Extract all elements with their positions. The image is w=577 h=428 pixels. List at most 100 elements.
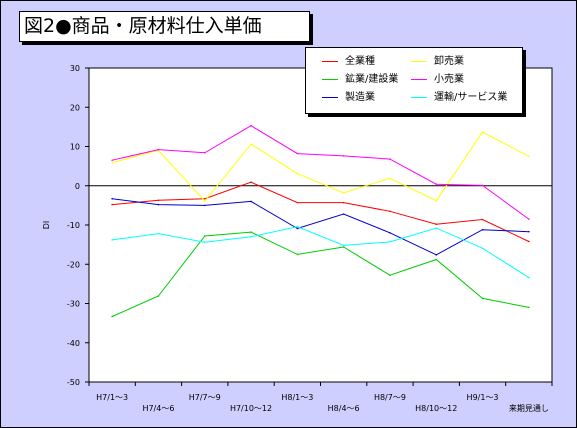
legend: 全業種 卸売業鉱業/建設業 小売業製造業 運輸/サービス業 [305,47,523,114]
x-tick-label: H8/1～3 [281,393,313,402]
data-point [528,155,530,158]
y-tick-label: -10 [67,221,80,230]
data-point [342,244,345,247]
data-point [389,210,391,213]
data-point [203,204,206,207]
data-point [481,131,484,133]
series-line [112,226,530,279]
data-point [157,199,160,202]
data-point [435,199,438,202]
data-point [157,295,160,297]
x-tick-label: H7/7～9 [189,393,221,402]
data-point [389,274,391,277]
data-point [296,152,299,155]
legend-swatch [322,97,338,98]
data-point [389,177,391,180]
data-point [111,197,113,200]
data-point [435,183,438,185]
data-point [250,181,252,184]
y-tick-label: 0 [75,182,80,191]
data-point [157,232,160,235]
data-point [342,246,345,248]
data-point [528,230,530,233]
data-point [389,241,391,243]
x-tick-label: H8/4～6 [328,404,360,413]
data-point [111,239,113,241]
data-point [342,201,345,204]
data-point [435,223,438,226]
y-tick-label: -30 [67,300,80,309]
legend-label: 製造業 [345,92,375,103]
y-tick-label: -40 [67,339,80,348]
legend-label: 全業種 [345,56,375,67]
data-point [111,161,113,164]
legend-label: 鉱業/建設業 [345,74,399,85]
series-line [112,181,530,242]
series-line [112,131,530,202]
data-point [528,276,530,279]
x-tick-label: H7/10～12 [230,404,272,413]
legend-swatch [411,97,427,98]
y-tick-label: 20 [70,103,80,112]
data-point [111,203,113,206]
data-point [528,240,530,243]
x-tick-label: H8/7～9 [374,393,406,402]
legend-swatch [411,79,427,80]
data-point [203,235,206,237]
x-tick-label: H8/10～12 [415,404,457,413]
legend-swatch [322,79,338,80]
series-line [112,198,529,256]
legend-swatch [322,61,338,62]
data-point [528,218,530,220]
data-point [250,200,252,203]
data-point [389,232,391,234]
data-point [250,143,252,145]
legend-label: 小売業 [434,74,464,85]
data-point [111,159,113,162]
chart-title: 図2●商品・原材料仕入単価 [19,11,310,42]
data-point [481,218,484,221]
x-tick-label: H7/4～6 [142,404,174,413]
legend-label: 卸売業 [434,56,464,67]
data-point [250,231,252,233]
data-point [296,201,299,204]
data-point [528,306,530,309]
plot-area [88,67,553,383]
x-tick-label: H9/1～3 [467,393,499,402]
data-point [250,235,252,238]
series-line [111,231,529,317]
data-point [435,254,438,256]
data-point [296,225,299,228]
legend-label: 運輸/サービス業 [434,92,508,103]
y-tick-label: -20 [67,260,80,269]
data-point [250,124,252,127]
data-point [203,151,206,154]
data-point [296,227,299,230]
y-axis-label: DI [42,221,51,230]
x-tick-label: 来期見通し [509,403,549,413]
data-point [203,197,206,200]
data-point [481,228,484,231]
data-point [342,155,345,157]
x-tick-label: H7/1～3 [96,393,128,402]
data-point [481,247,484,249]
data-point [342,213,345,215]
y-tick-label: 30 [70,64,80,73]
data-point [389,158,391,160]
data-point [435,227,438,229]
data-point [203,200,206,202]
data-point [111,315,113,318]
data-point [435,258,438,261]
data-point [342,192,345,194]
data-point [481,184,484,187]
y-tick-label: 10 [70,143,80,152]
series-line [112,125,530,220]
data-point [481,297,484,300]
data-point [157,148,160,151]
data-point [203,241,206,244]
y-tick-label: -50 [67,378,80,387]
legend-swatch [411,61,427,62]
data-point [296,172,299,175]
data-point [296,253,299,256]
